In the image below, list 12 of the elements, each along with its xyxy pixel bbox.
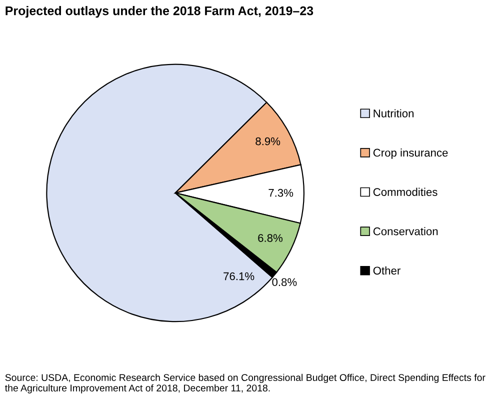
data-label: 8.9%	[256, 137, 280, 146]
legend-label: Commodities	[373, 188, 438, 196]
data-label: 6.8%	[258, 234, 283, 242]
chart-title: Projected outlays under the 2018 Farm Act, 2019–23	[6, 6, 314, 18]
legend-label: Other	[373, 266, 400, 275]
data-label: 7.3%	[268, 188, 294, 197]
legend-label: Conservation	[373, 227, 438, 236]
source-note: Source: USDA, Economic Research Service based on Congressional Budget Office, Direct Spending Effects for the Agriculture Improvement Act of 2018, December 11, 2018.	[5, 374, 486, 394]
legend-label: Nutrition	[374, 109, 414, 118]
data-label: 76.1%	[224, 272, 254, 280]
legend-label: Crop insurance	[373, 148, 448, 159]
data-label: 0.8%	[272, 278, 297, 286]
